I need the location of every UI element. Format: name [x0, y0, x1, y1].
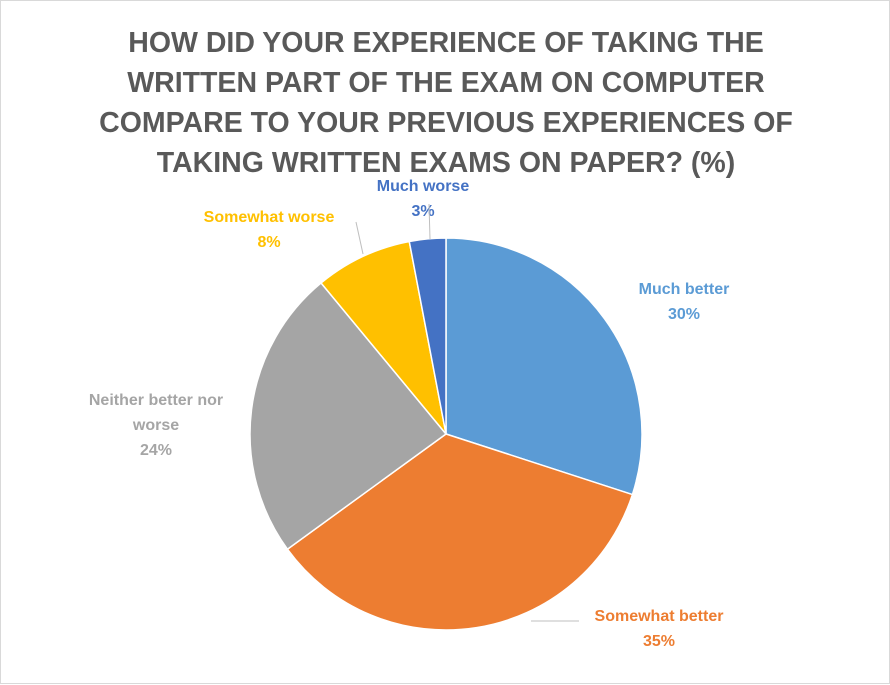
data-label: Much better 30% — [639, 281, 730, 323]
slice-somewhat-better — [286, 433, 634, 631]
chart-title-line: COMPARE TO YOUR PREVIOUS EXPERIENCES OF — [99, 107, 793, 139]
data-label-category: Much worse — [377, 178, 470, 195]
slice-neither — [249, 281, 448, 551]
data-label-value: 3% — [411, 203, 434, 220]
data-label-value: 35% — [643, 633, 675, 650]
leader-line — [428, 203, 431, 240]
slice-much-worse — [408, 237, 447, 435]
data-label-category: Somewhat better — [595, 608, 724, 625]
data-label-category: Much better — [639, 281, 730, 298]
data-label: Much worse 3% — [377, 178, 470, 220]
data-label: Somewhat better 35% — [595, 608, 724, 650]
data-label-category: Neither better nor — [89, 392, 223, 409]
slice-somewhat-worse — [320, 240, 447, 435]
data-label-value: 8% — [257, 234, 280, 251]
chart-title-line: HOW DID YOUR EXPERIENCE OF TAKING THE — [128, 27, 764, 59]
data-label-value: 24% — [140, 442, 172, 459]
chart-title-line: WRITTEN PART OF THE EXAM ON COMPUTER — [127, 67, 765, 99]
leader-line — [355, 221, 364, 255]
slice-much-better — [445, 237, 643, 496]
data-label-category: Somewhat worse — [204, 209, 335, 226]
data-label-value: 30% — [668, 306, 700, 323]
data-label-category: worse — [132, 417, 179, 434]
data-label: Neither better nor worse 24% — [89, 392, 223, 459]
chart-title-line: TAKING WRITTEN EXAMS ON PAPER? (%) — [156, 147, 736, 179]
data-label: Somewhat worse 8% — [204, 209, 335, 251]
chart-title: HOW DID YOUR EXPERIENCE OF TAKING THE WR… — [61, 23, 831, 183]
